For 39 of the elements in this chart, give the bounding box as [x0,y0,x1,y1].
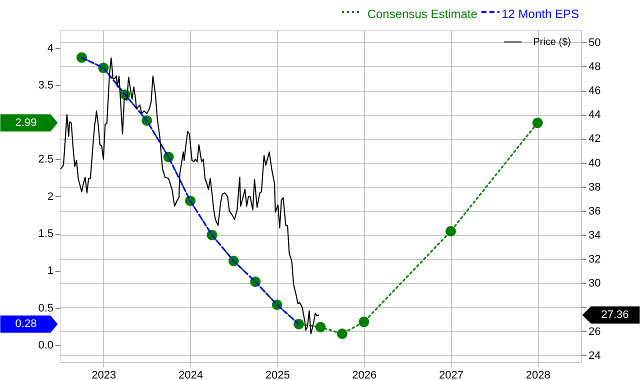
y-tick-label: 1 [47,265,54,278]
y2-tick-label: 24 [588,350,601,362]
y2-tick-label: 50 [588,36,601,49]
x-tick-label: 2026 [352,370,377,380]
y2-tick-label: 42 [588,133,601,146]
y2-tick-label: 48 [588,60,601,73]
y-tick-label: 1.5 [38,228,54,240]
point [532,118,543,128]
text: Price ($) [533,37,571,48]
y2-tick-label: 26 [588,326,601,338]
x-tick-label: 2023 [92,370,116,380]
y2-tick-label: 44 [588,109,601,122]
y-tick-label: 4 [47,42,54,54]
y-tick-label: 3.5 [38,79,54,92]
text: 27.36 [601,309,629,322]
legend-label: Consensus Estimate [367,7,478,21]
point [358,316,370,328]
y2-tick-label: 38 [588,181,601,194]
x-tick-label: 2025 [265,370,290,380]
y-tick-label: 2 [47,190,54,203]
legend-label: 12 Month EPS [502,7,579,21]
point [446,226,456,237]
y2-tick-label: 46 [588,85,601,98]
point [336,328,348,340]
y-tick-label: 2.5 [38,154,54,166]
x-tick-label: 2028 [526,370,550,380]
y2-tick-label: 30 [588,278,601,290]
y-tick-label: 0.0 [38,339,54,352]
y2-tick-label: 34 [588,230,601,242]
point [315,322,326,332]
y2-tick-label: 32 [588,254,601,266]
y2-tick-label: 36 [588,205,601,218]
text: 0.28 [15,318,37,330]
x-tick-label: 2024 [178,370,203,380]
text: 2.99 [15,116,37,129]
y2-tick-label: 40 [588,157,601,170]
y-tick-label: 0.5 [38,302,54,314]
x-tick-label: 2027 [439,370,464,380]
line-series [60,58,320,334]
